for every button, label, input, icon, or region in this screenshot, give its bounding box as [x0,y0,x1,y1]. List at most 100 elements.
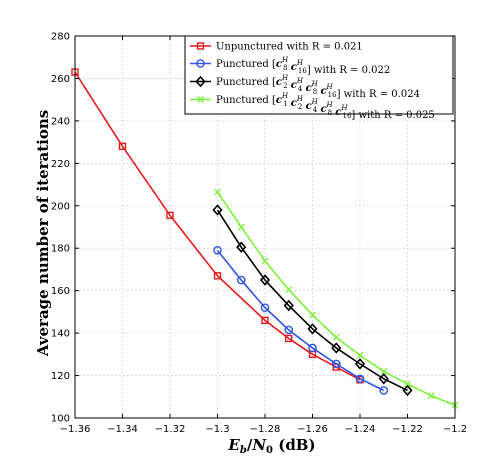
legend-term-letter: c [276,59,282,70]
data-point-punctured-2 [355,374,365,384]
legend-swatch-unpunctured [190,42,211,50]
legend-label-prefix: Punctured [ [216,95,276,106]
x-tick-label: −1.26 [297,424,328,435]
legend-entry-punctured-2: Punctured [cH 8 cH 16] with R = 0.022 [190,56,390,76]
legend-term-sub: 4 [298,85,303,93]
x-axis-title-e-sub: b [240,445,247,456]
data-point-punctured-5 [309,311,316,319]
legend-entry-punctured-5: Punctured [cH 1 cH 2 cH 4 cH 8 cH 16] with R … [190,92,435,121]
x-tick-label: −1.3 [205,424,229,435]
legend-term-sup: H [281,92,289,100]
legend-term-letter: c [276,95,282,106]
legend-term-sup: H [311,98,319,106]
data-point-punctured-4 [307,323,318,335]
x-axis-title-unit: (dB) [273,436,316,454]
data-point-unpunctured [166,211,174,220]
y-tick-label: 240 [51,116,70,127]
legend-term-sup: H [281,74,289,82]
series-line-unpunctured [74,71,361,381]
legend-term-sup: H [281,56,289,64]
data-point-punctured-2 [284,325,294,335]
data-point-punctured-4 [259,274,271,286]
legend-label-punctured-2: Punctured [cH 8 cH 16] with R = 0.022 [216,56,390,76]
data-point-punctured-2 [331,359,341,369]
y-tick-label: 260 [51,74,70,85]
x-tick-label: −1.34 [107,424,138,435]
legend-swatch-marker [196,42,205,50]
x-axis-title-e: E [227,436,240,454]
legend-term-sub: 1 [283,100,287,108]
y-tick-label: 140 [51,329,70,340]
legend: Unpunctured with R = 0.021 Punctured [cH… [184,35,454,121]
data-point-punctured-4 [378,373,389,385]
legend-label-unpunctured: Unpunctured with R = 0.021 [216,42,363,53]
data-point-punctured-4 [283,299,294,312]
x-tick-label: −1.28 [250,424,281,435]
y-axis-title: Average number of iterations [34,110,52,357]
data-point-unpunctured [213,272,222,280]
data-point-punctured-2 [308,343,317,353]
data-point-punctured-5 [214,188,221,196]
data-point-punctured-4 [212,204,223,216]
legend-box [184,35,454,115]
x-axis-title-slash: / [247,436,253,454]
legend-swatch-punctured-5 [190,96,211,103]
y-tick-label: 120 [51,371,70,382]
x-axis-title-n: N [251,436,267,454]
legend-entry-unpunctured: Unpunctured with R = 0.021 [190,42,363,53]
y-tick-label: 160 [51,286,70,297]
legend-label-prefix: Punctured [ [216,59,276,70]
legend-term-letter: c [320,86,326,97]
data-point-punctured-5 [237,223,245,231]
legend-term-letter: c [306,101,312,112]
legend-term-letter: c [291,98,297,109]
data-point-punctured-5 [261,257,269,265]
legend-label-punctured-5: Punctured [cH 1 cH 2 cH 4 cH 8 cH 16] with R … [216,92,435,121]
data-point-punctured-4 [236,241,247,253]
legend-term-letter: c [320,104,326,115]
x-tick-label: −1.24 [345,424,376,435]
legend-term-letter: c [291,80,297,91]
series-layer [71,68,459,409]
legend-term-sup: H [296,95,304,103]
legend-swatch-marker [195,75,206,88]
y-tick-label: 220 [51,159,70,170]
data-point-punctured-2 [260,303,270,312]
legend-term-sub: 16 [328,91,337,99]
legend-label-prefix: Punctured [ [216,77,276,88]
ticks: −1.36 −1.34 −1.32 −1.3 −1.28 −1.26 −1.24 −1.22−… [51,32,467,436]
legend-term-sup: H [326,83,334,91]
legend-swatch-marker [196,59,205,68]
x-tick-label: −1.32 [155,424,186,435]
data-point-punctured-4 [402,384,413,397]
data-point-punctured-5 [332,333,340,341]
legend-term-letter: c [306,83,312,94]
legend-swatch-punctured-4 [190,75,211,88]
legend-term-sub: 16 [343,112,352,120]
legend-term-letter: c [276,77,282,88]
y-tick-label: 200 [51,201,70,212]
legend-term-sub: 16 [298,67,307,75]
legend-term-sup: H [311,80,319,88]
series-line-punctured-4 [216,209,408,392]
legend-entry-punctured-4: Punctured [cH 2 cH 4 cH 8 cH 16] with R = 0.… [190,74,420,100]
data-point-punctured-4 [331,342,342,354]
legend-term-letter: c [291,62,297,73]
data-point-punctured-2 [213,246,222,255]
legend-term-sub: 8 [328,109,332,117]
x-tick-label: −1.22 [392,424,423,435]
x-axis-title: Eb/N0 (dB) [227,436,315,456]
series-punctured-5 [214,188,459,409]
legend-label-suffix: ] with R = 0.022 [307,65,390,76]
y-tick-label: 180 [51,244,70,255]
legend-label-suffix: ] with R = 0.024 [337,89,420,100]
legend-term-sup: H [326,101,334,109]
y-tick-label: 100 [51,414,70,425]
data-point-punctured-5 [404,380,411,388]
legend-label-suffix: ] with R = 0.025 [351,110,434,121]
data-point-punctured-5 [285,286,293,294]
legend-swatch-marker [197,96,204,103]
legend-term-sub: 4 [313,106,318,114]
legend-term-sub: 8 [283,64,287,72]
